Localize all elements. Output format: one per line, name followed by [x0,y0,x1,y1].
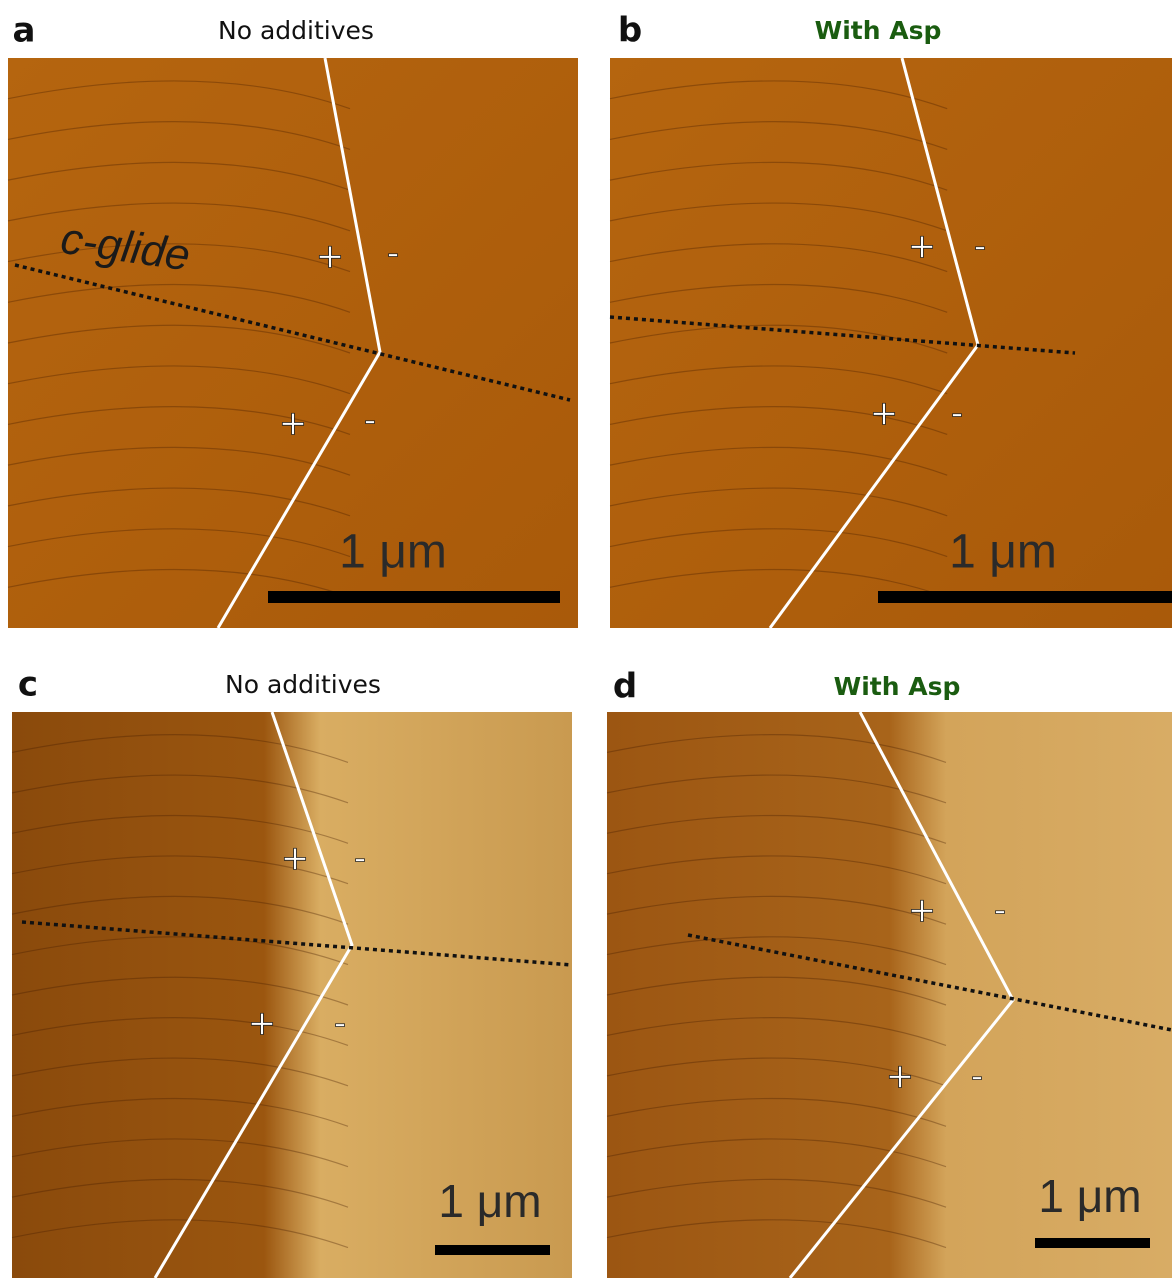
sign: + [279,404,308,444]
panel-letter: c [18,665,38,705]
panel-title: No additives [225,670,381,699]
scale-bar [1035,1238,1150,1248]
panel: +-+-1 μmc-glide [8,58,578,628]
scale-bar [268,591,560,603]
sign: + [908,227,937,267]
sign: + [281,839,310,879]
panel: + - + - 1 μm [12,712,572,1278]
panel: +-+-1 μm [610,58,1172,628]
scale-label: 1 μm [1038,1170,1141,1222]
scale-label: 1 μm [438,1175,541,1227]
panel-letter: b [618,11,642,51]
panel-title: With Asp [815,16,942,45]
scale-label: 1 μm [339,526,447,579]
panel-title: No additives [218,16,374,45]
sign: - [354,839,366,879]
panel-letter: d [613,667,637,707]
sign: + [316,237,345,277]
panel-letter: a [13,11,36,51]
sign: - [974,227,986,267]
scale-label: 1 μm [949,526,1057,579]
sign: - [951,394,963,434]
sign: - [971,1057,983,1097]
sign: - [994,891,1006,931]
sign: - [387,234,399,274]
panel: + - + - 1 μm [607,712,1172,1278]
afm-image [8,58,578,628]
scale-bar [435,1245,550,1255]
sign: + [248,1004,277,1044]
sign: + [908,891,937,931]
sign: - [334,1004,346,1044]
figure: +-+-1 μmc-glideaNo additives+-+-1 μmbWit… [0,0,1172,1278]
sign: - [364,401,376,441]
panel-title: With Asp [834,672,961,701]
afm-image [610,58,1172,628]
scale-bar [878,591,1172,603]
sign: + [870,394,899,434]
sign: + [886,1057,915,1097]
